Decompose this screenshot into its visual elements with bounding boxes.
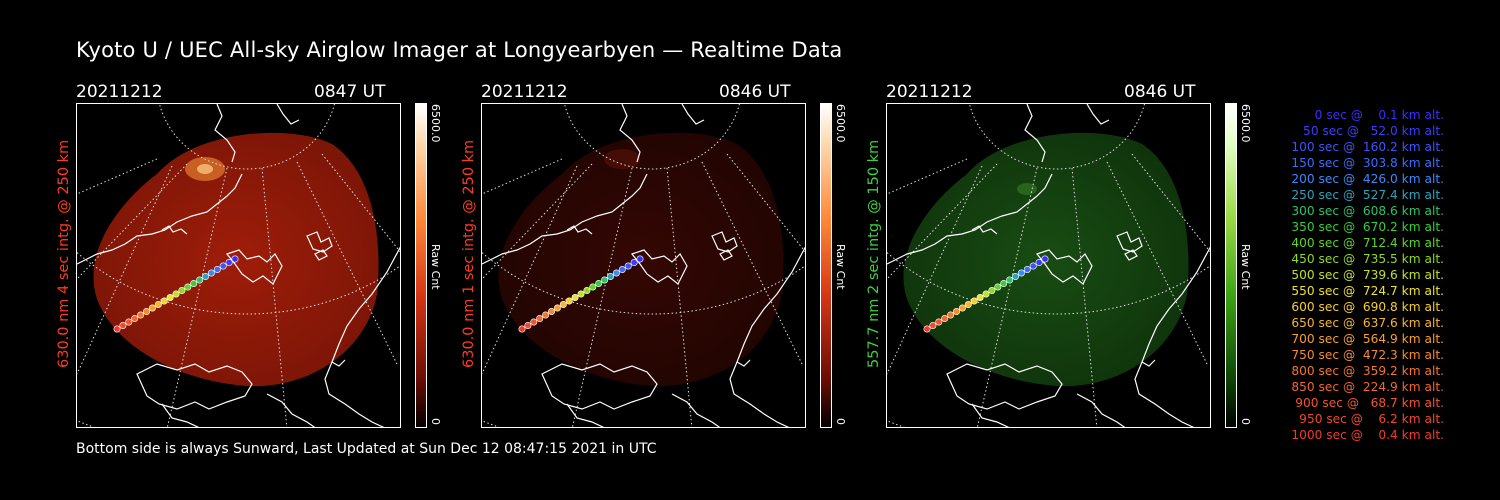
legend-row: 1000 sec @ 0.4 km alt. xyxy=(1291,428,1444,442)
legend-row: 250 sec @ 527.4 km alt. xyxy=(1287,188,1444,202)
legend-row: 150 sec @ 303.8 km alt. xyxy=(1287,156,1444,170)
panel-1-colorbar xyxy=(415,103,427,428)
panel-2-colorbar-max: 6500.0 xyxy=(834,104,847,143)
page-title: Kyoto U / UEC All-sky Airglow Imager at … xyxy=(76,38,843,62)
footer-note: Bottom side is always Sunward, Last Upda… xyxy=(76,441,657,457)
panel-2-date: 20211212 xyxy=(481,82,568,102)
legend-row: 800 sec @ 359.2 km alt. xyxy=(1287,364,1444,378)
panel-2-colorbar-min: 0 xyxy=(834,418,847,425)
panel-2-colorbar xyxy=(820,103,832,428)
panel-3-label: 557.7 nm 2 sec intg. @ 150 km xyxy=(866,139,882,368)
legend-row: 950 sec @ 6.2 km alt. xyxy=(1295,412,1444,426)
panel-1-colorbar-max: 6500.0 xyxy=(429,104,442,143)
panel-3-colorbar-min: 0 xyxy=(1239,418,1252,425)
panel-3-date: 20211212 xyxy=(886,82,973,102)
panel-3-colorbar-max: 6500.0 xyxy=(1239,104,1252,143)
panel-1-date: 20211212 xyxy=(76,82,163,102)
panel-2-label: 630.0 nm 1 sec intg. @ 250 km xyxy=(461,139,477,368)
legend-row: 300 sec @ 608.6 km alt. xyxy=(1287,204,1444,218)
panel-1-time: 0847 UT xyxy=(314,82,386,102)
legend-row: 0 sec @ 0.1 km alt. xyxy=(1303,108,1444,122)
legend-row: 350 sec @ 670.2 km alt. xyxy=(1287,220,1444,234)
panel-2-image xyxy=(481,103,806,428)
legend-row: 900 sec @ 68.7 km alt. xyxy=(1291,396,1444,410)
panel-1-colorbar-min: 0 xyxy=(429,418,442,425)
panel-1-colorbar-label: Raw Cnt xyxy=(429,244,442,290)
legend-row: 850 sec @ 224.9 km alt. xyxy=(1287,380,1444,394)
legend-row: 650 sec @ 637.6 km alt. xyxy=(1287,316,1444,330)
legend-row: 100 sec @ 160.2 km alt. xyxy=(1287,140,1444,154)
panel-3-image xyxy=(886,103,1211,428)
legend-row: 400 sec @ 712.4 km alt. xyxy=(1287,236,1444,250)
panel-3-colorbar-label: Raw Cnt xyxy=(1239,244,1252,290)
panel-2-time: 0846 UT xyxy=(719,82,791,102)
legend-row: 500 sec @ 739.6 km alt. xyxy=(1287,268,1444,282)
panel-3-colorbar xyxy=(1225,103,1237,428)
legend-row: 200 sec @ 426.0 km alt. xyxy=(1287,172,1444,186)
panel-1-label: 630.0 nm 4 sec intg. @ 250 km xyxy=(56,139,72,368)
panel-1-image xyxy=(76,103,401,428)
altitude-legend: 0 sec @ 0.1 km alt. 50 sec @ 52.0 km alt… xyxy=(1262,107,1444,443)
legend-row: 600 sec @ 690.8 km alt. xyxy=(1287,300,1444,314)
panel-3-time: 0846 UT xyxy=(1124,82,1196,102)
legend-row: 750 sec @ 472.3 km alt. xyxy=(1287,348,1444,362)
panel-2-colorbar-label: Raw Cnt xyxy=(834,244,847,290)
legend-row: 450 sec @ 735.5 km alt. xyxy=(1287,252,1444,266)
legend-row: 700 sec @ 564.9 km alt. xyxy=(1287,332,1444,346)
legend-row: 550 sec @ 724.7 km alt. xyxy=(1287,284,1444,298)
legend-row: 50 sec @ 52.0 km alt. xyxy=(1295,124,1444,138)
